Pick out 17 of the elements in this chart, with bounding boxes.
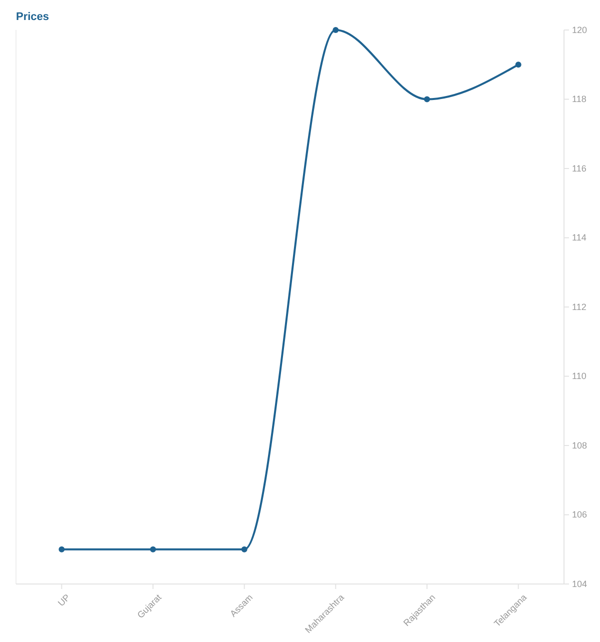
point	[241, 546, 248, 552]
y-tick-label: 116	[572, 163, 586, 174]
point	[150, 546, 156, 552]
y-tick-label: 104	[572, 578, 588, 589]
point	[515, 62, 522, 68]
x-tick-label: UP	[56, 592, 72, 608]
y-tick-label: 112	[572, 302, 586, 312]
point	[424, 96, 430, 102]
y-tick-label: 114	[572, 232, 586, 243]
y-tick-label: 110	[572, 371, 586, 382]
point	[58, 546, 65, 552]
chart-title: Prices	[16, 11, 50, 23]
y-tick-label: 120	[572, 24, 588, 35]
y-tick-label: 108	[572, 440, 588, 450]
y-tick-label: 118	[572, 94, 586, 104]
point	[332, 27, 339, 33]
y-tick-label: 106	[572, 510, 588, 520]
